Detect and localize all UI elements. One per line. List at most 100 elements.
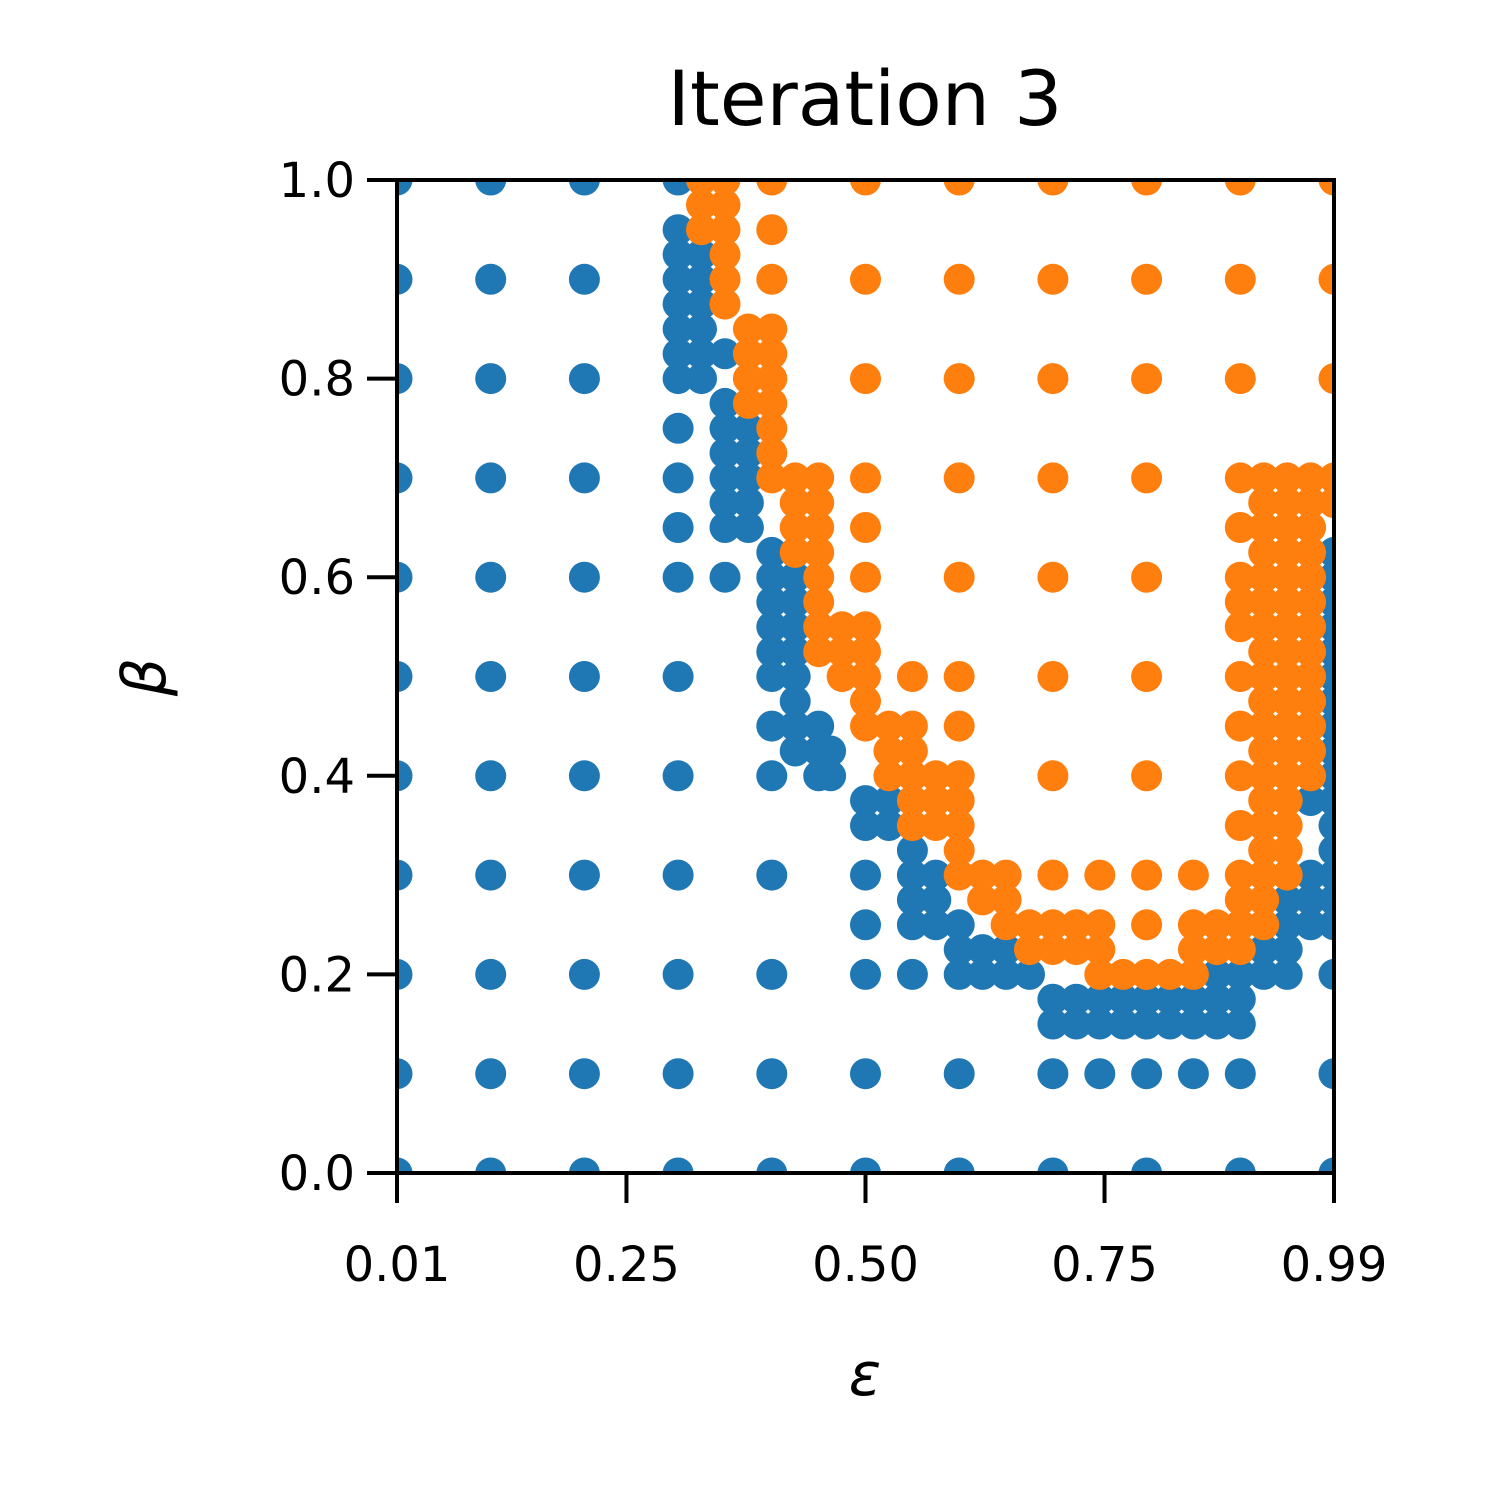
data-point bbox=[1014, 958, 1045, 990]
y-tick-label: 0.6 bbox=[279, 550, 355, 606]
data-point bbox=[1224, 611, 1256, 643]
data-point bbox=[686, 189, 717, 221]
data-point bbox=[475, 958, 507, 990]
data-point bbox=[1248, 462, 1280, 494]
ticks-layer: 0.01 0.25 0.50 0.75 0.99 0.0 0.2 0.4 0.6 0.8 1.0 bbox=[279, 153, 1388, 1293]
data-point bbox=[475, 180, 507, 196]
data-point bbox=[826, 661, 858, 692]
data-point bbox=[896, 909, 928, 941]
data-point bbox=[709, 288, 741, 320]
data-point bbox=[1224, 934, 1256, 966]
series-0 bbox=[397, 180, 1334, 1173]
data-point bbox=[568, 1058, 600, 1090]
x-tick-label: 0.75 bbox=[1051, 1237, 1158, 1293]
data-point bbox=[475, 661, 507, 692]
data-point bbox=[943, 859, 975, 891]
data-point bbox=[756, 561, 788, 593]
data-point bbox=[1248, 958, 1280, 990]
data-point bbox=[850, 785, 881, 817]
data-point bbox=[1224, 561, 1256, 593]
data-point bbox=[1271, 512, 1303, 543]
data-point bbox=[850, 685, 881, 717]
data-point bbox=[686, 313, 717, 345]
data-point bbox=[803, 636, 835, 668]
data-point bbox=[779, 536, 811, 568]
data-point bbox=[1271, 710, 1303, 742]
data-point bbox=[1271, 636, 1303, 668]
data-point bbox=[397, 859, 413, 891]
data-point bbox=[803, 586, 835, 618]
data-point bbox=[568, 263, 600, 295]
data-point bbox=[850, 810, 881, 841]
data-point bbox=[662, 958, 694, 990]
data-point bbox=[709, 512, 741, 543]
data-point bbox=[779, 636, 811, 668]
data-point bbox=[920, 810, 952, 841]
data-point bbox=[709, 437, 741, 469]
data-point bbox=[1295, 636, 1327, 668]
data-point bbox=[1248, 909, 1280, 941]
data-point bbox=[850, 561, 881, 593]
data-point bbox=[662, 561, 694, 593]
data-point bbox=[662, 859, 694, 891]
data-point bbox=[943, 834, 975, 866]
data-point bbox=[568, 180, 600, 196]
data-point bbox=[1248, 636, 1280, 668]
data-point bbox=[1037, 263, 1069, 295]
data-point bbox=[873, 810, 905, 841]
data-point bbox=[756, 958, 788, 990]
data-point bbox=[1177, 958, 1209, 990]
data-point bbox=[756, 1157, 788, 1173]
data-point bbox=[1271, 536, 1303, 568]
data-point bbox=[1201, 983, 1233, 1015]
data-point bbox=[896, 760, 928, 792]
x-tick-label: 0.50 bbox=[812, 1237, 919, 1293]
data-point bbox=[662, 180, 694, 196]
data-point bbox=[1271, 958, 1303, 990]
data-point bbox=[662, 1157, 694, 1173]
data-point bbox=[1037, 180, 1069, 196]
data-point bbox=[1318, 958, 1334, 990]
data-point bbox=[943, 263, 975, 295]
data-point bbox=[943, 561, 975, 593]
data-point bbox=[803, 487, 835, 519]
x-tick-label: 0.25 bbox=[573, 1237, 680, 1293]
data-point bbox=[1084, 1058, 1116, 1090]
data-point bbox=[1201, 958, 1233, 990]
data-point bbox=[1131, 363, 1163, 395]
data-point bbox=[709, 214, 741, 246]
data-point bbox=[756, 536, 788, 568]
data-point bbox=[568, 462, 600, 494]
data-point bbox=[1131, 561, 1163, 593]
data-point bbox=[662, 214, 694, 246]
data-point bbox=[779, 462, 811, 494]
data-point bbox=[397, 958, 413, 990]
data-point bbox=[1318, 363, 1334, 395]
data-point bbox=[779, 611, 811, 643]
data-point bbox=[850, 859, 881, 891]
data-point bbox=[1224, 710, 1256, 742]
data-point bbox=[803, 611, 835, 643]
data-point bbox=[756, 387, 788, 419]
data-point bbox=[803, 760, 835, 792]
data-point bbox=[1224, 983, 1256, 1015]
data-point bbox=[873, 710, 905, 742]
data-point bbox=[662, 288, 694, 320]
data-point bbox=[896, 884, 928, 916]
data-point bbox=[1131, 1157, 1163, 1173]
data-point bbox=[1060, 934, 1092, 966]
data-point bbox=[850, 263, 881, 295]
data-point bbox=[397, 561, 413, 593]
data-point bbox=[1224, 859, 1256, 891]
data-point bbox=[475, 363, 507, 395]
data-point bbox=[826, 611, 858, 643]
data-point bbox=[1224, 1058, 1256, 1090]
data-point bbox=[1037, 462, 1069, 494]
data-point bbox=[1295, 536, 1327, 568]
data-point bbox=[1248, 735, 1280, 767]
data-point bbox=[1060, 1008, 1092, 1040]
data-point bbox=[1037, 561, 1069, 593]
data-point bbox=[662, 512, 694, 543]
data-point bbox=[732, 462, 764, 494]
data-point bbox=[1131, 661, 1163, 692]
